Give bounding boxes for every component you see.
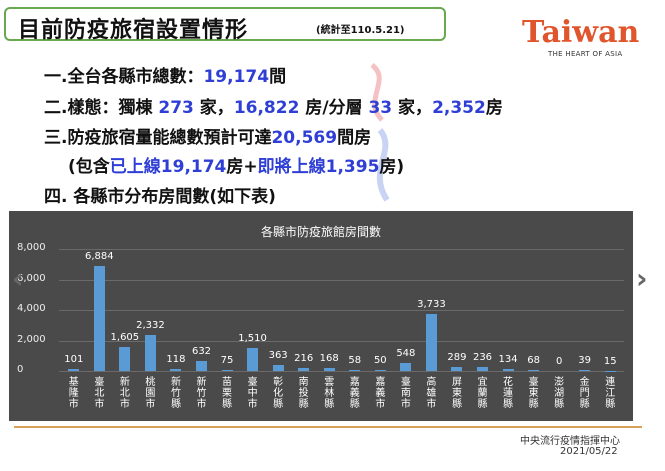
y-tick-label: 8,000 (17, 242, 46, 253)
x-tick-label: 桃園市 (145, 377, 156, 410)
logo-tagline: THE HEART OF ASIA (548, 50, 623, 58)
y-tick-label: 2,000 (17, 333, 46, 345)
bar (528, 369, 540, 371)
x-tick-label: 嘉義縣 (349, 377, 360, 410)
data-label: 101 (64, 354, 84, 366)
data-label: 632 (191, 346, 212, 358)
bar (323, 368, 335, 371)
bar (196, 361, 207, 371)
x-tick-label: 苗栗縣 (222, 377, 233, 410)
prev-arrow-icon[interactable]: ‹ (12, 262, 24, 295)
data-label: 39 (578, 355, 592, 367)
footer-date: 2021/05/22 (560, 446, 618, 457)
x-tick-label: 宜蘭縣 (477, 377, 488, 410)
bar (247, 347, 259, 371)
data-label: 6,884 (84, 251, 114, 263)
logo-word: Taiwan (522, 15, 640, 50)
bar (579, 370, 591, 371)
x-tick-label: 基隆市 (68, 377, 79, 410)
x-tick-label: 高雄市 (426, 377, 437, 410)
taiwan-logo: Taiwan THE HEART OF ASIA (522, 15, 640, 59)
decorative-swirl-icon (370, 63, 390, 202)
bar (68, 369, 80, 371)
summary-line-5: 四. 各縣市分布房間數(如下表) (44, 187, 276, 207)
x-tick-label: 雲林縣 (324, 377, 335, 410)
title-note: (統計至110.5.21) (316, 25, 405, 36)
data-label: 216 (294, 352, 314, 364)
bar (349, 370, 361, 371)
footer-org: 中央流行疫情指揮中心 (520, 436, 620, 447)
bar (502, 368, 514, 371)
gridline (59, 249, 624, 250)
gridline (59, 310, 624, 311)
bar (170, 369, 182, 371)
x-tick-label: 花蓮縣 (503, 377, 514, 410)
y-tick-label: 6,000 (17, 272, 46, 284)
bar (221, 369, 233, 371)
bar (400, 362, 412, 371)
x-tick-label: 新北市 (119, 377, 130, 410)
x-tick-label: 屏東縣 (451, 377, 462, 410)
bar (425, 314, 437, 371)
bar (144, 335, 156, 371)
data-label: 50 (373, 355, 387, 367)
x-tick-label: 新竹市 (196, 377, 207, 410)
gridline (59, 371, 624, 372)
data-label: 15 (603, 355, 617, 367)
x-tick-label: 連江縣 (605, 377, 616, 410)
data-label: 75 (220, 354, 234, 366)
gridline (59, 340, 624, 342)
next-arrow-icon[interactable]: › (636, 262, 648, 295)
summary-line-4: (包含已上線19,174房+即將上線1,395房) (68, 157, 405, 177)
data-label: 1,510 (238, 332, 267, 344)
x-tick-label: 彰化縣 (273, 377, 284, 410)
summary-line-3: 三.防疫旅宿量能總數預計可達20,569間房 (44, 128, 372, 148)
data-label: 58 (348, 355, 362, 367)
summary-line-1: 一.全台各縣市總數：19,174間 (44, 67, 287, 87)
x-tick-label: 臺北市 (94, 377, 105, 410)
bar (93, 266, 105, 371)
x-tick-label: 南投縣 (298, 377, 309, 410)
summary-line-2: 二.樣態：獨棟 273 家，16,822 房/分層 33 家，2,352房 (44, 98, 503, 118)
y-tick-label: 4,000 (17, 303, 46, 314)
bar (374, 370, 386, 371)
x-tick-label: 新竹縣 (170, 377, 181, 410)
bar (298, 367, 310, 371)
chart-title: 各縣市防疫旅館房間數 (260, 225, 381, 239)
gridline (59, 279, 624, 281)
x-tick-label: 金門縣 (579, 377, 590, 410)
data-label: 548 (396, 347, 416, 359)
x-tick-label: 臺南市 (400, 377, 411, 410)
x-tick-label: 臺東縣 (528, 377, 539, 410)
x-tick-label: 臺中市 (247, 377, 258, 410)
data-label: 289 (447, 351, 467, 363)
title-box: 目前防疫旅宿設置情形 (統計至110.5.21) (4, 7, 446, 43)
data-label: 134 (498, 353, 518, 365)
data-label: 0 (555, 356, 563, 367)
x-tick-label: 澎湖縣 (554, 377, 565, 410)
bar (477, 367, 488, 371)
x-tick-label: 嘉義市 (375, 377, 386, 410)
bar (451, 366, 463, 371)
data-label: 2,332 (136, 320, 165, 332)
county-room-chart: 各縣市防疫旅館房間數 0 2,000 4,000 6,000 8,000 101 基隆市 6,… (9, 211, 633, 421)
bar (119, 346, 131, 371)
y-tick-label: 0 (17, 364, 24, 375)
data-label: 68 (527, 354, 540, 366)
data-label: 168 (319, 353, 339, 365)
bar (272, 365, 284, 371)
data-label: 1,605 (110, 331, 140, 343)
bottom-divider (14, 426, 642, 428)
data-label: 3,733 (417, 299, 446, 311)
page-title: 目前防疫旅宿設置情形 (18, 18, 249, 43)
data-label: 363 (268, 350, 288, 362)
data-label: 118 (166, 354, 186, 366)
data-label: 236 (472, 352, 493, 364)
